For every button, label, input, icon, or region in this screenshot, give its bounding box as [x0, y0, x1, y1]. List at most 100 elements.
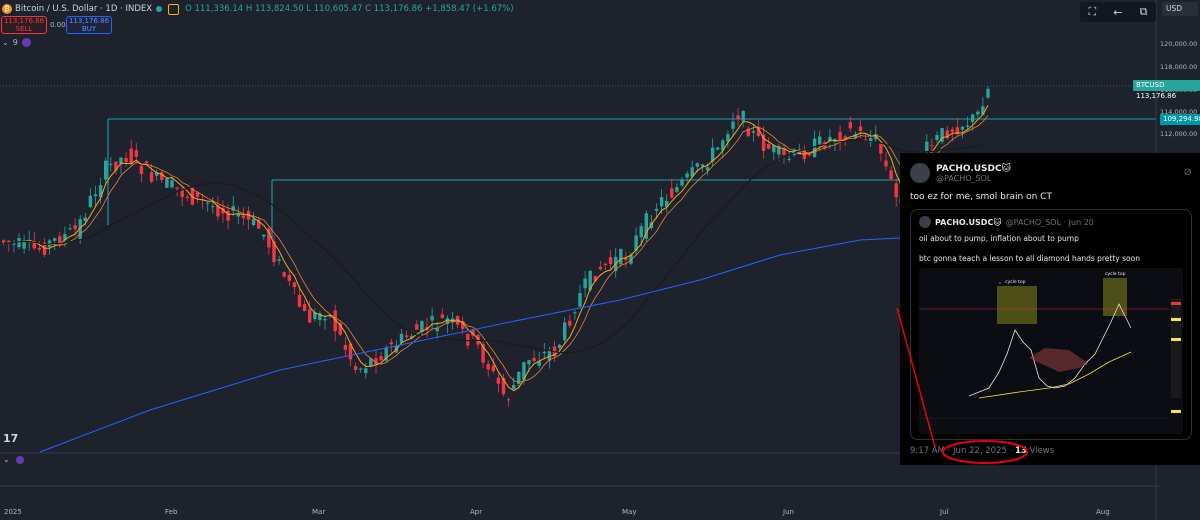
- candle-body: [863, 139, 868, 141]
- candle-body: [593, 275, 597, 281]
- candle-body: [359, 368, 363, 370]
- symbol-title[interactable]: Bitcoin / U.S. Dollar · 1D · INDEX: [15, 4, 153, 14]
- candle-body: [680, 179, 684, 186]
- candle-body: [476, 334, 480, 345]
- candle-body: [501, 377, 506, 395]
- candle-body: [185, 196, 189, 198]
- price-tick: 120,000.00: [1160, 40, 1198, 48]
- candle-body: [68, 228, 72, 230]
- candle-body: [63, 234, 67, 241]
- candle-body: [981, 106, 985, 115]
- candle-body: [522, 362, 526, 380]
- time-tick: Feb: [165, 508, 178, 516]
- candle-body: [700, 164, 705, 167]
- tweet-time: 9:17 AM · Jun 22, 2025 ·: [910, 446, 1013, 456]
- time-tick: Jul: [940, 508, 949, 516]
- candle-body: [302, 304, 307, 312]
- candle-body: [37, 247, 42, 250]
- ma-mid-line: [3, 139, 989, 354]
- candle-body: [634, 235, 638, 251]
- last-price-tag: BTCUSD 113,176.86: [1133, 80, 1200, 100]
- quote-name: PACHO.USDC🐱: [935, 217, 1002, 227]
- currency-select[interactable]: USD: [1162, 2, 1198, 16]
- candle-body: [812, 138, 817, 158]
- candle-body: [461, 321, 465, 330]
- toolbar: ⛶ ← ⧉: [1080, 2, 1156, 22]
- candle-body: [563, 322, 567, 341]
- chart-header: ₿ Bitcoin / U.S. Dollar · 1D · INDEX O 1…: [0, 0, 514, 18]
- candle-body: [491, 365, 495, 372]
- candle-body: [940, 128, 944, 142]
- candle-body: [251, 218, 256, 225]
- favorite-star-icon[interactable]: [168, 3, 180, 15]
- candle-body: [313, 311, 317, 320]
- candle-body: [512, 384, 516, 389]
- indicators-toggle[interactable]: ⌄ 9: [2, 38, 31, 47]
- avatar: [919, 216, 931, 228]
- quoted-chart-image[interactable]: cycle top cycle top: [919, 268, 1183, 434]
- candle-body: [190, 187, 195, 205]
- candle-body: [435, 327, 439, 332]
- candle-body: [675, 187, 679, 192]
- candle-body: [527, 360, 531, 365]
- candle-body: [149, 172, 154, 182]
- candle-body: [588, 270, 592, 291]
- tweet-handle: @PACHO_SOL: [936, 173, 992, 183]
- candle-body: [950, 129, 954, 132]
- candle-body: [751, 131, 756, 133]
- sell-button[interactable]: 113,176.86 SELL: [1, 16, 47, 34]
- candle-body: [659, 197, 664, 207]
- candle-body: [119, 157, 123, 164]
- grok-icon[interactable]: ⊘: [1183, 167, 1192, 178]
- candle-body: [537, 361, 541, 366]
- candle-body: [17, 237, 21, 248]
- candle-body: [374, 358, 378, 365]
- tweet-text: too ez for me, smol brain on CT: [910, 192, 1052, 202]
- time-tick: Aug: [1096, 508, 1110, 516]
- snapshot-icon[interactable]: ⧉: [1139, 5, 1148, 18]
- candle-body: [389, 342, 393, 345]
- candle-body: [848, 122, 852, 129]
- candle-body: [542, 352, 546, 354]
- eye-icon[interactable]: [15, 455, 24, 464]
- tweet-author[interactable]: PACHO.USDC🐱 @PACHO_SOL: [910, 163, 1011, 183]
- candle-body: [384, 347, 388, 361]
- market-status-icon: [156, 6, 163, 12]
- candle-body: [272, 241, 276, 263]
- candle-body: [976, 111, 980, 115]
- fullscreen-icon[interactable]: ⛶: [1088, 5, 1097, 18]
- quoted-tweet[interactable]: PACHO.USDC🐱 @PACHO_SOL · Jun 20 oil abou…: [910, 209, 1192, 440]
- candle-body: [756, 127, 761, 137]
- candle-body: [73, 225, 77, 230]
- candle-body: [496, 377, 501, 384]
- candle-body: [129, 148, 133, 165]
- candle-body: [726, 134, 730, 142]
- sell-label: SELL: [15, 25, 33, 33]
- candle-body: [568, 320, 572, 326]
- candle-body: [608, 257, 613, 265]
- candle-body: [665, 201, 669, 207]
- tweet-footer: 9:17 AM · Jun 22, 2025 · 13 Views: [910, 446, 1054, 456]
- price-tick: 118,000.00: [1160, 63, 1198, 71]
- candle-body: [425, 327, 429, 330]
- buy-price: 113,176.86: [68, 17, 110, 25]
- candle-body: [955, 127, 960, 135]
- candle-body: [721, 140, 725, 151]
- candle-body: [960, 126, 965, 130]
- candle-body: [670, 188, 674, 198]
- tweet-embed[interactable]: PACHO.USDC🐱 @PACHO_SOL ⊘ too ez for me, …: [900, 153, 1200, 465]
- candle-body: [139, 165, 144, 174]
- candle-body: [843, 136, 847, 139]
- sub-pane-toggle[interactable]: ⌄: [3, 455, 24, 464]
- candle-body: [797, 149, 801, 155]
- candle-body: [741, 110, 745, 121]
- candle-body: [828, 136, 832, 142]
- eye-icon[interactable]: [21, 38, 31, 47]
- candle-body: [297, 294, 302, 307]
- buy-button[interactable]: 113,176.86 BUY: [66, 16, 112, 34]
- candle-body: [124, 158, 128, 163]
- avatar[interactable]: [910, 163, 930, 183]
- back-arrow-icon[interactable]: ←: [1113, 5, 1123, 19]
- symbol-tag: BTCUSD: [1136, 81, 1165, 89]
